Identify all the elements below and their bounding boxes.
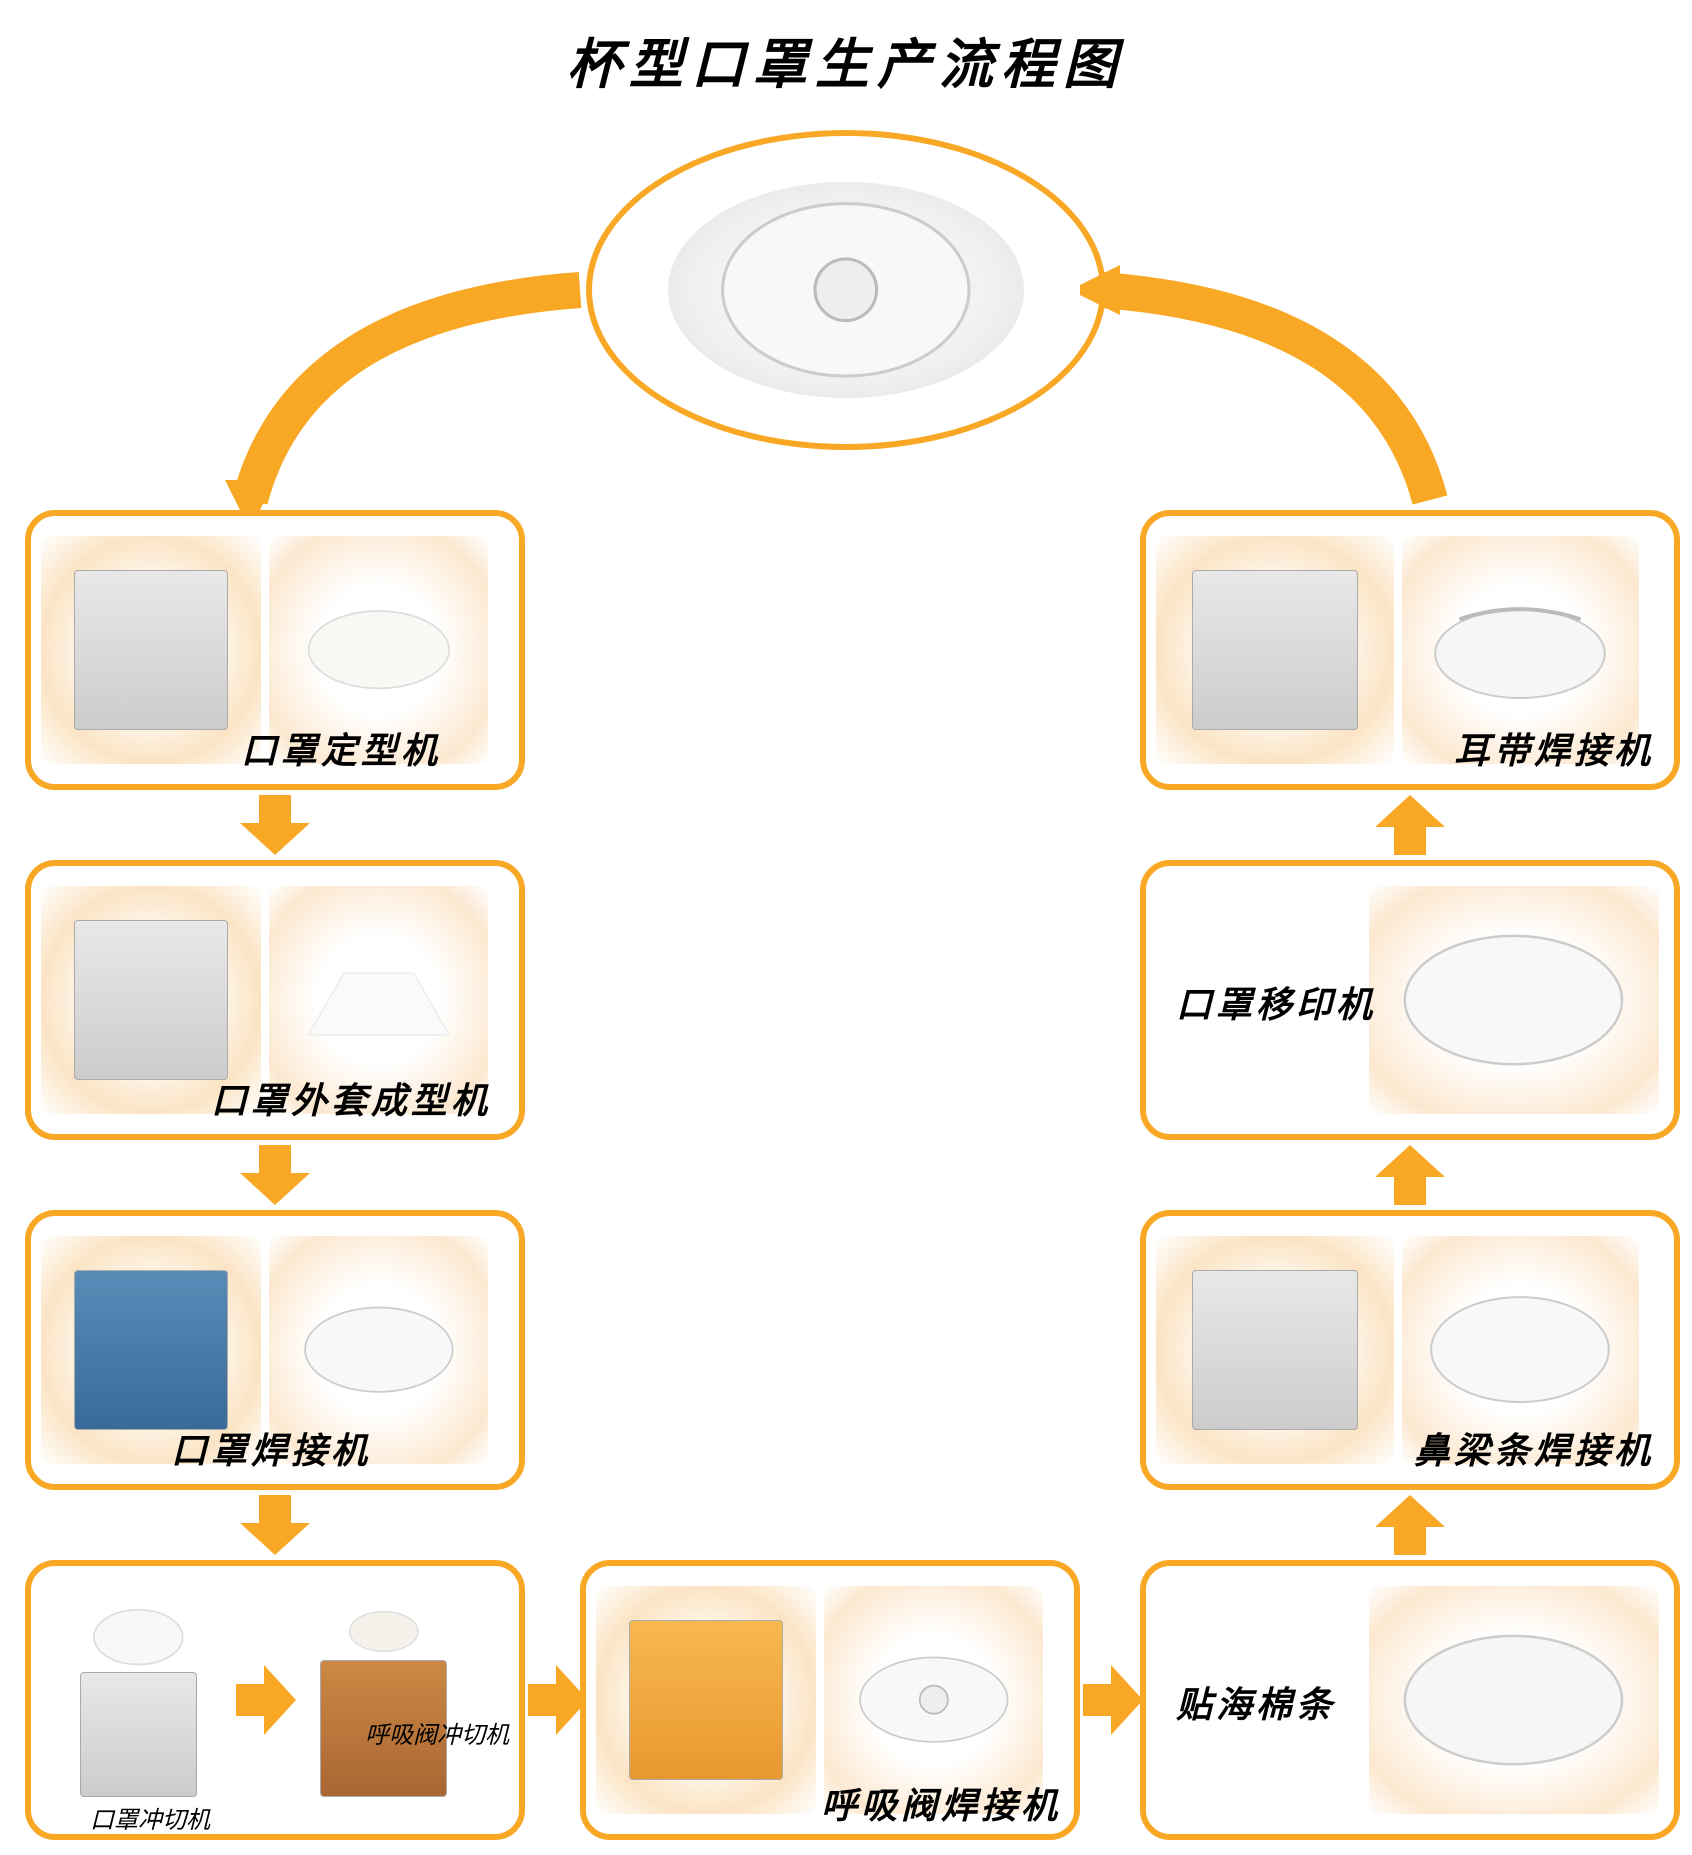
- step3-label: 口罩焊接机: [171, 1422, 371, 1474]
- step8-node: 口罩移印机: [1140, 860, 1680, 1140]
- step4-node: [25, 1560, 525, 1840]
- machine-icon: [1156, 1236, 1394, 1464]
- page-title: 杯型口罩生产流程图: [567, 20, 1125, 99]
- step2-label: 口罩外套成型机: [211, 1072, 491, 1124]
- step7-label: 鼻梁条焊接机: [1414, 1422, 1654, 1474]
- mask-product-icon: [668, 182, 1024, 398]
- product-node: [586, 130, 1106, 450]
- sample-icon: [335, 1603, 433, 1660]
- step3-node: 口罩焊接机: [25, 1210, 525, 1490]
- arrow-right-icon: [236, 1675, 286, 1725]
- step4-sublabel1: 口罩冲切机: [90, 1800, 210, 1835]
- arrow-down-icon: [240, 1495, 310, 1555]
- arrow-down-icon: [240, 795, 310, 855]
- machine-icon: [596, 1586, 816, 1814]
- sample-icon: [1369, 886, 1659, 1114]
- step1-node: 口罩定型机: [25, 510, 525, 790]
- machine-icon: [41, 536, 261, 764]
- sample-icon: [1369, 1586, 1659, 1814]
- step7-node: 鼻梁条焊接机: [1140, 1210, 1680, 1490]
- arrow-up-icon: [1375, 1145, 1445, 1205]
- arrow-up-icon: [1375, 795, 1445, 855]
- arrow-curve-right-icon: [1080, 220, 1500, 540]
- arrow-down-icon: [240, 1145, 310, 1205]
- step1-label: 口罩定型机: [241, 722, 441, 774]
- step4-sublabel2: 呼吸阀冲切机: [365, 1715, 509, 1750]
- step5-label: 呼吸阀焊接机: [821, 1777, 1061, 1829]
- sample-icon: [70, 1603, 207, 1671]
- machine-icon: [1156, 536, 1394, 764]
- arrow-curve-left-icon: [180, 230, 600, 550]
- step9-label: 耳带焊接机: [1454, 722, 1654, 774]
- arrow-up-icon: [1375, 1495, 1445, 1555]
- step9-node: 耳带焊接机: [1140, 510, 1680, 790]
- arrow-right-icon: [528, 1665, 578, 1735]
- step6-label: 贴海棉条: [1176, 1676, 1336, 1728]
- step2-node: 口罩外套成型机: [25, 860, 525, 1140]
- step6-node: 贴海棉条: [1140, 1560, 1680, 1840]
- step5-node: 呼吸阀焊接机: [580, 1560, 1080, 1840]
- machine-icon: [80, 1672, 197, 1797]
- step8-label: 口罩移印机: [1176, 976, 1376, 1028]
- arrow-right-icon: [1083, 1665, 1138, 1735]
